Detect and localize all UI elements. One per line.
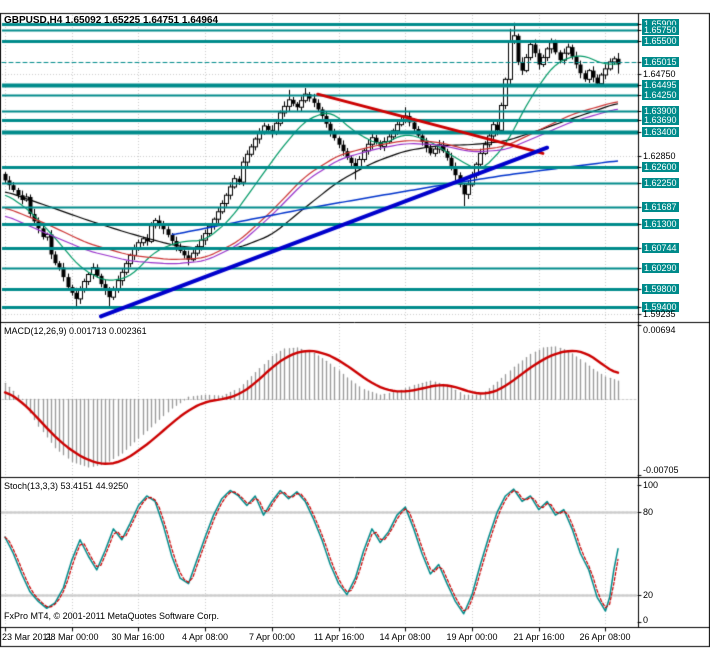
time-axis-label: 19 Apr 00:00 <box>446 632 498 642</box>
macd-scale-label: -0.00705 <box>643 465 679 475</box>
copyright-notice: FxPro MT4, © 2001-2011 MetaQuotes Softwa… <box>4 611 220 621</box>
price-scale-label: 1.63900 <box>642 106 679 116</box>
time-axis-label: 21 Apr 16:00 <box>513 632 565 642</box>
stoch-scale-label: 0 <box>643 615 649 625</box>
price-scale-label: 1.65750 <box>642 25 679 35</box>
price-scale-label: 1.63690 <box>642 115 679 125</box>
time-axis-label: 30 Mar 16:00 <box>111 632 165 642</box>
price-scale-label: 1.65900 <box>642 19 679 29</box>
stoch-scale-label: 20 <box>643 590 654 600</box>
main-chart-panel[interactable] <box>0 14 638 322</box>
price-scale-label: 1.62600 <box>642 162 679 172</box>
macd-scale-label: 0.00694 <box>643 325 676 335</box>
price-scale-label: 1.61687 <box>642 202 679 212</box>
time-axis[interactable]: 23 Mar 2011 28 Mar 00:00 30 Mar 16:00 4 Apr… <box>0 631 710 648</box>
time-axis-label: 14 Apr 08:00 <box>379 632 431 642</box>
time-axis-label: 7 Apr 00:00 <box>248 632 296 642</box>
current-price-label: 1.65015 <box>642 57 679 67</box>
price-scale-label: 1.62250 <box>642 178 679 188</box>
price-scale-label: 1.62850 <box>643 151 676 161</box>
price-scale-label: 1.64750 <box>643 69 676 79</box>
price-scale-label: 1.59800 <box>642 284 679 294</box>
price-scale-label: 1.59235 <box>643 309 676 319</box>
stoch-scale-label: 100 <box>643 480 659 490</box>
price-scale-label: 1.61300 <box>642 219 679 229</box>
price-scale[interactable]: 1.65900 1.65750 1.65500 1.65015 1.64750 1.644… <box>641 0 710 648</box>
time-axis-label: 4 Apr 08:00 <box>181 632 229 642</box>
stoch-scale[interactable]: 100 80 20 0 <box>641 0 710 648</box>
chart-title: GBPUSD,H4 1.65092 1.65225 1.64751 1.6496… <box>4 15 219 26</box>
price-scale-label: 1.60744 <box>642 243 679 253</box>
price-scale-label: 1.63400 <box>642 127 679 137</box>
price-scale-label: 1.64250 <box>642 90 679 100</box>
macd-scale[interactable]: 0.00694 -0.00705 <box>641 0 710 648</box>
time-axis-label: 11 Apr 16:00 <box>313 632 365 642</box>
stoch-panel[interactable] <box>0 478 638 627</box>
macd-indicator-label: MACD(12,26,9) 0.001713 0.002361 <box>4 326 147 336</box>
price-scale-label: 1.59400 <box>642 302 679 312</box>
price-scale-label: 1.65500 <box>642 36 679 46</box>
time-axis-label: 26 Apr 08:00 <box>579 632 631 642</box>
time-axis-label: 23 Mar 2011 <box>2 632 52 642</box>
price-scale-label: 1.60290 <box>642 263 679 273</box>
stoch-indicator-label: Stoch(13,3,3) 53.4151 44.9250 <box>4 481 129 491</box>
price-scale-label: 1.64495 <box>642 80 679 90</box>
stoch-scale-label: 80 <box>643 507 654 517</box>
macd-panel[interactable] <box>0 323 638 477</box>
time-axis-label: 28 Mar 00:00 <box>45 632 99 642</box>
